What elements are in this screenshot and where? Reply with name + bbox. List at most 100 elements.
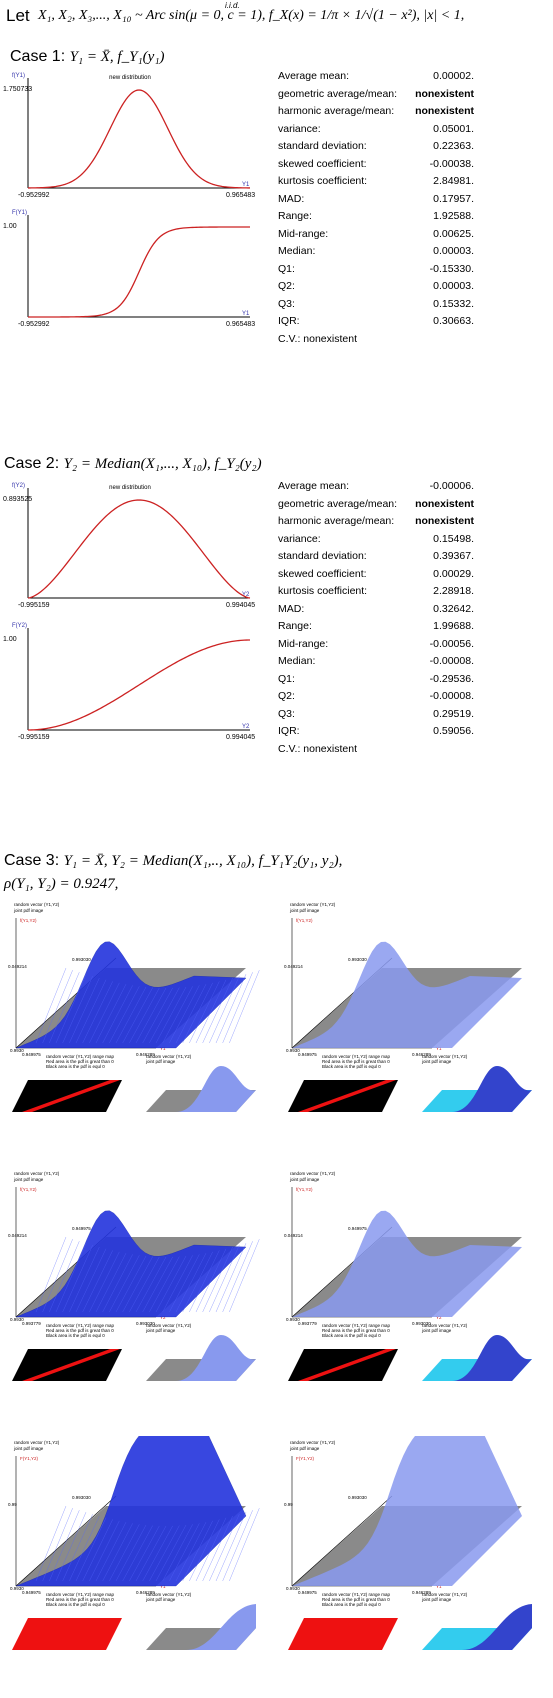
stat-value: 0.59056.	[433, 725, 474, 737]
panel-midval: 0.993030	[72, 1495, 91, 1500]
distribution-formula: X₁, X₂, X₃,..., X₁₀ ~ Arc sin(μ = 0, c =…	[38, 8, 465, 23]
range-map-black-note: Black area is the pdf is equl 0	[46, 1333, 105, 1338]
stat-label: Q2:	[278, 690, 295, 702]
panel-xmid: 0.993779	[298, 1321, 317, 1326]
small-joint-surface	[176, 1066, 256, 1112]
case1-formula: Y₁ = X̄, f_Y₁(y₁)	[69, 49, 165, 65]
stat-value: 0.00625.	[433, 227, 474, 240]
stat-row: harmonic average/mean: nonexistent	[278, 103, 474, 120]
panel-surface	[292, 1210, 522, 1317]
panel-mesh-line	[95, 1522, 127, 1582]
panel-surface	[15, 941, 247, 1049]
case2-stats-panel: Average mean: -0.00006. geometric average/…	[278, 478, 474, 758]
panel-xmax: 0.946289	[136, 1052, 155, 1057]
range-map-black-note: Black area is the pdf is equl 0	[322, 1333, 381, 1338]
stat-value: 0.15498.	[433, 532, 474, 545]
stat-label: Q3:	[278, 707, 295, 720]
stat-label: harmonic average/mean:	[278, 105, 395, 117]
range-map-black-note: Black area is the pdf is equl 0	[322, 1064, 381, 1069]
panel-mesh-line	[55, 1243, 87, 1313]
panel-mesh-line	[215, 974, 247, 1044]
stat-row: Average mean: 0.00002.	[278, 68, 474, 85]
panel-mesh-line	[102, 985, 133, 1044]
panel-mesh-line	[42, 970, 73, 1044]
panel-mesh-line	[202, 1515, 233, 1582]
stat-label: Median:	[278, 655, 316, 667]
stat-value: 0.05001.	[433, 122, 474, 135]
range-map-title: random vector (Y1,Y2) range map	[322, 1054, 391, 1059]
stat-label: Q3:	[278, 297, 295, 310]
panel-mesh-line	[69, 1515, 100, 1582]
stat-row: geometric average/mean: nonexistent	[278, 86, 474, 103]
stat-value: nonexistent	[415, 497, 474, 510]
panel-mesh-line	[215, 1512, 247, 1582]
panel-mesh-line	[195, 1248, 227, 1313]
panel-surface	[15, 1210, 247, 1318]
panel-mesh-line	[229, 1508, 260, 1582]
case1-cdf-curve	[28, 226, 250, 318]
case2-pdf-xmin-label: -0.995159	[18, 602, 50, 609]
panel-mesh-line	[222, 1241, 253, 1313]
small-joint-surface	[452, 1335, 532, 1381]
panel-mesh-line	[42, 1239, 73, 1313]
range-map-black-note: Black area is the pdf is equl 0	[46, 1602, 105, 1607]
panel-mesh-line	[162, 1524, 193, 1582]
range-map-red-band	[298, 1080, 396, 1112]
case2-pdf-title: new distribution	[109, 485, 151, 491]
case1-pdf-ymax-label: 1.750733	[3, 86, 32, 93]
case2-pdf-ylabel: f(Y2)	[12, 483, 25, 489]
panel-xmax: 0.993030	[136, 1321, 155, 1326]
stat-label: kurtosis coefficient:	[278, 175, 368, 187]
stat-label: skewed coefficient:	[278, 567, 367, 580]
small-joint-surface	[176, 1335, 256, 1381]
panel-zlabel: f(Y1,Y2)	[296, 1187, 313, 1192]
stat-row: Mid-range: 0.00625.	[278, 226, 474, 243]
panel-mesh-line	[149, 987, 180, 1044]
panel-mesh-line	[169, 985, 200, 1044]
stat-label: geometric average/mean:	[278, 87, 398, 100]
panel-mesh-line	[209, 1245, 240, 1313]
stat-value: 2.28918.	[433, 585, 474, 597]
stat-row: geometric average/mean: nonexistent	[278, 496, 474, 513]
stat-value: 0.29519.	[433, 707, 474, 720]
case1-pdf-xmin-label: -0.952992	[18, 192, 50, 199]
panel-mesh-line	[62, 976, 93, 1044]
case1-pdf-curve	[27, 89, 251, 189]
range-map-black-note: Black area is the pdf is equl 0	[46, 1064, 105, 1069]
stat-value: 0.15332.	[433, 297, 474, 310]
small-joint-subtitle: joint pdf image	[421, 1059, 452, 1064]
panel-xmin: 0.9930	[10, 1048, 24, 1053]
panel-midval: 0.993030	[72, 957, 91, 962]
panel-mesh-line	[189, 1519, 220, 1582]
stat-value: 0.39367.	[433, 550, 474, 562]
panel-xmid: 0.949975	[22, 1052, 41, 1057]
panel-mesh-line	[155, 1255, 187, 1313]
panel-xmax: 0.946289	[412, 1590, 431, 1595]
panel-mesh-line	[82, 1250, 113, 1313]
stat-value: -0.00056.	[429, 637, 474, 650]
stat-row: Q3: 0.15332.	[278, 296, 474, 313]
case2-cdf-ymax-label: 1.00	[3, 636, 17, 643]
panel-title: random vector (Y1,Y2)	[290, 902, 336, 907]
stat-label: Average mean:	[278, 70, 350, 82]
stat-row: Q1: -0.15330.	[278, 261, 474, 278]
panel-subtitle: joint pdf image	[289, 1177, 320, 1182]
panel-zlabel: F(Y1,Y2)	[296, 1456, 315, 1461]
stat-row: IQR: 0.59056.	[278, 723, 474, 740]
range-map-image	[12, 1618, 122, 1650]
stat-label: IQR:	[278, 315, 300, 327]
panel-mesh-line	[69, 1246, 100, 1313]
panel-mesh-line	[222, 972, 253, 1044]
panel-title: random vector (Y1,Y2)	[14, 1440, 60, 1445]
case2-heading-row: Case 2: Y₂ = Median(X₁,..., X₁₀), f_Y₂(y…	[4, 455, 262, 473]
panel-xmid: 0.949975	[298, 1052, 317, 1057]
stat-row: harmonic average/mean: nonexistent	[278, 513, 474, 530]
panel-zval: 0.99	[8, 1502, 17, 1507]
panel-mesh-line	[122, 987, 153, 1044]
panel-zval: 0.99	[284, 1502, 293, 1507]
panel-mesh-line	[109, 1524, 140, 1582]
stat-value: -0.00006.	[429, 480, 474, 492]
stat-label: standard deviation:	[278, 550, 367, 562]
stat-row: Median: -0.00008.	[278, 653, 474, 670]
stat-label: kurtosis coefficient:	[278, 585, 368, 597]
